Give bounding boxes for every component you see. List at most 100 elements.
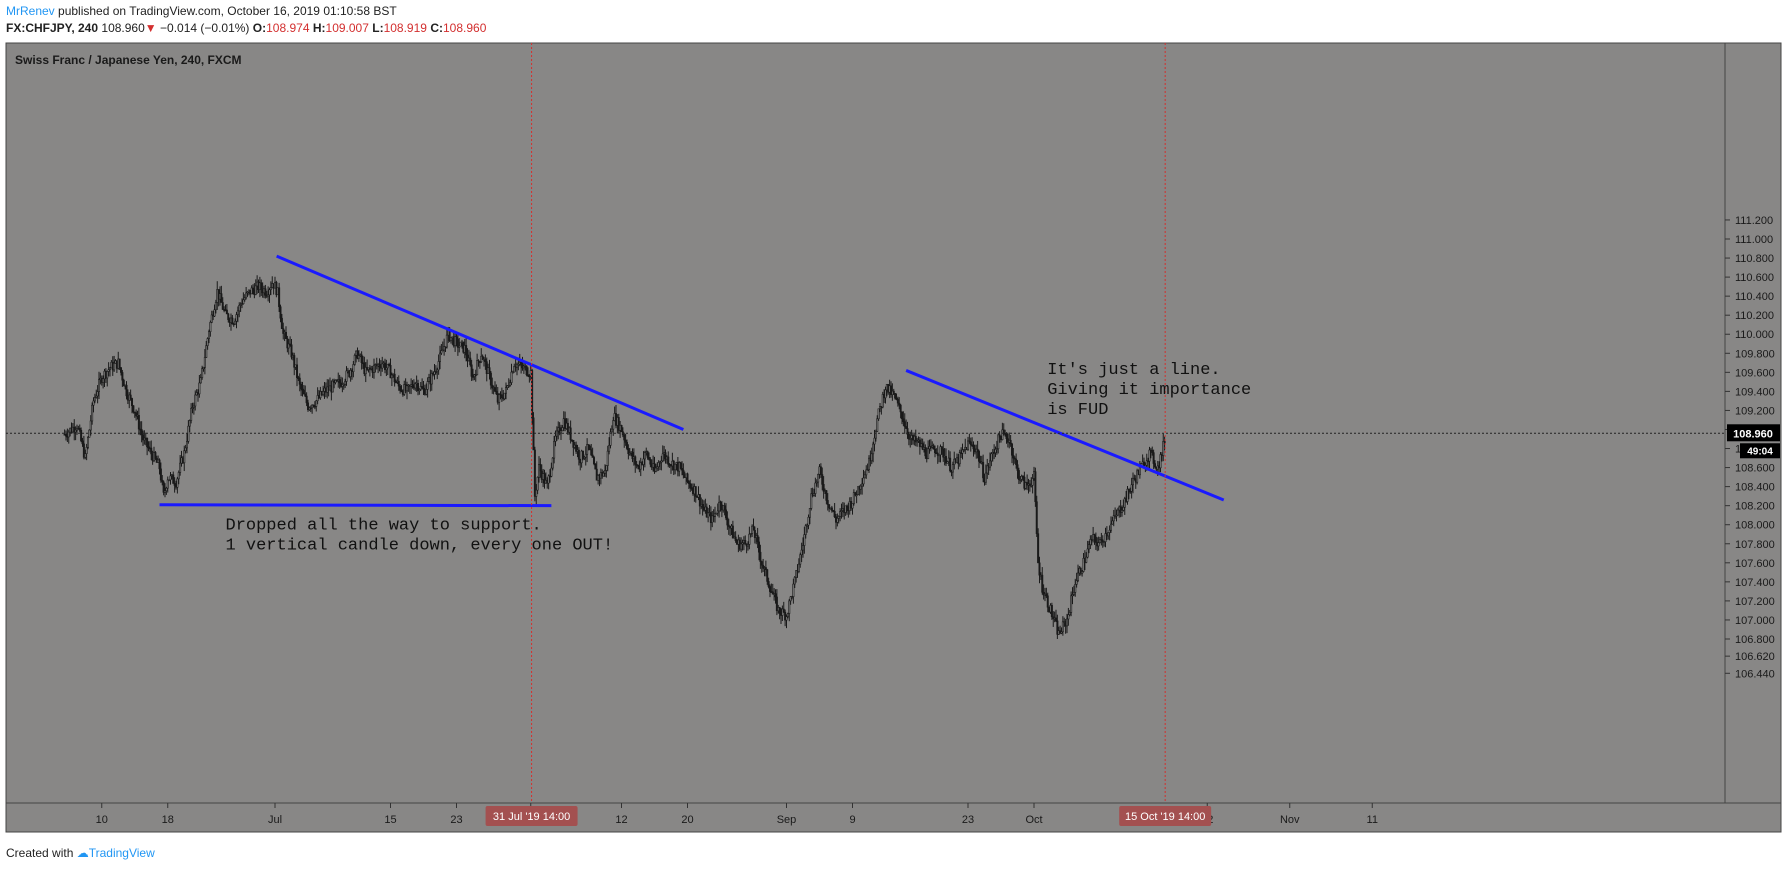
- candle-body: [627, 448, 630, 455]
- candle-body: [575, 444, 578, 452]
- candle-body: [191, 407, 194, 409]
- candle-body: [203, 357, 206, 368]
- candle-body: [1094, 536, 1097, 543]
- time-axis[interactable]: [5, 802, 1782, 833]
- candle-body: [1001, 429, 1004, 440]
- candle-body: [342, 384, 345, 386]
- candle-body: [87, 436, 90, 448]
- candle-body: [192, 405, 195, 408]
- trendline-2[interactable]: [159, 503, 552, 508]
- candle-body: [797, 563, 800, 572]
- candle-body: [1038, 562, 1041, 576]
- x-tick-label: 10: [96, 814, 108, 826]
- candle-body: [454, 336, 457, 347]
- candle-body: [500, 394, 503, 398]
- candle-body: [440, 350, 443, 354]
- candle-body: [491, 384, 494, 389]
- y-tick-label: 106.800: [1735, 634, 1775, 646]
- candle-body: [250, 287, 253, 295]
- candle-body: [741, 542, 744, 545]
- candle-body: [828, 504, 831, 509]
- candle-body: [682, 469, 685, 476]
- candle-body: [205, 345, 208, 358]
- candle-body: [969, 441, 972, 446]
- candle-body: [65, 434, 68, 437]
- candle-body: [756, 535, 759, 543]
- candle-body: [282, 328, 285, 334]
- candle-body: [588, 445, 591, 450]
- candle-body: [1072, 591, 1075, 595]
- candle-body: [731, 525, 734, 539]
- candle-body: [711, 515, 714, 524]
- candle-body: [649, 459, 652, 465]
- candle-body: [782, 608, 785, 613]
- candle-body: [280, 317, 283, 329]
- tradingview-brand-link[interactable]: TradingView: [88, 846, 155, 860]
- candle-body: [441, 349, 444, 352]
- candle-body: [349, 370, 352, 377]
- candle-body: [866, 469, 869, 472]
- candle-body: [158, 459, 161, 470]
- candle-body: [833, 510, 836, 518]
- y-tick-label: 107.800: [1735, 539, 1775, 551]
- candle-body: [1116, 509, 1119, 516]
- high-value: 109.007: [325, 21, 369, 35]
- candle-body: [1046, 595, 1049, 608]
- last-price: 108.960: [101, 21, 145, 35]
- candle-body: [162, 481, 165, 493]
- chart-plot-area[interactable]: [5, 42, 1726, 804]
- candle-body: [322, 391, 325, 396]
- candle-body: [744, 540, 747, 545]
- candle-body: [1151, 450, 1154, 453]
- candle-body: [344, 381, 347, 385]
- y-tick-label: 107.600: [1735, 558, 1775, 570]
- candle-body: [748, 533, 751, 545]
- trendline-3[interactable]: [905, 369, 1225, 502]
- candle-body: [698, 494, 701, 507]
- annotation-text[interactable]: 1 vertical candle down, every one OUT!: [226, 536, 614, 555]
- candle-body: [1086, 548, 1089, 558]
- candle-body: [242, 299, 245, 304]
- candle-body: [154, 452, 157, 459]
- candle-body: [924, 447, 927, 457]
- annotation-text[interactable]: Dropped all the way to support.: [226, 516, 542, 535]
- high-label: H:: [312, 21, 326, 35]
- annotation-text[interactable]: is FUD: [1047, 401, 1108, 420]
- candle-body: [854, 492, 857, 496]
- candle-body: [789, 596, 792, 602]
- candle-body: [122, 379, 125, 387]
- y-tick-label: 108.400: [1735, 482, 1775, 494]
- trendline-1[interactable]: [276, 254, 684, 431]
- candle-body: [634, 456, 637, 465]
- candle-body: [88, 429, 91, 438]
- price-axis[interactable]: [1724, 42, 1782, 804]
- candle-body: [264, 288, 267, 296]
- candle-body: [411, 384, 414, 388]
- candle-body: [137, 415, 140, 430]
- candle-body: [658, 461, 661, 464]
- annotation-text[interactable]: It's just a line.: [1047, 361, 1220, 380]
- candle-body: [808, 508, 811, 518]
- x-tick-label: Sep: [777, 814, 797, 826]
- candle-body: [1099, 539, 1102, 544]
- candle-body: [812, 493, 815, 496]
- candle-body: [690, 487, 693, 490]
- candle-body: [855, 494, 858, 497]
- candle-body: [221, 302, 224, 310]
- candle-body: [995, 448, 998, 451]
- candle-body: [184, 447, 187, 452]
- candle-body: [749, 533, 752, 535]
- candle-body: [389, 365, 392, 379]
- candle-body: [547, 475, 550, 484]
- candle-body: [605, 465, 608, 471]
- annotation-text[interactable]: Giving it importance: [1047, 381, 1251, 400]
- candle-body: [1123, 498, 1126, 508]
- candle-body: [1005, 433, 1008, 439]
- candle-body: [664, 452, 667, 460]
- published-text: published on TradingView.com, October 16…: [58, 4, 397, 18]
- candle-body: [1031, 478, 1034, 486]
- low-value: 108.919: [383, 21, 427, 35]
- candle-body: [1162, 441, 1165, 456]
- author-link[interactable]: MrRenev: [6, 4, 55, 18]
